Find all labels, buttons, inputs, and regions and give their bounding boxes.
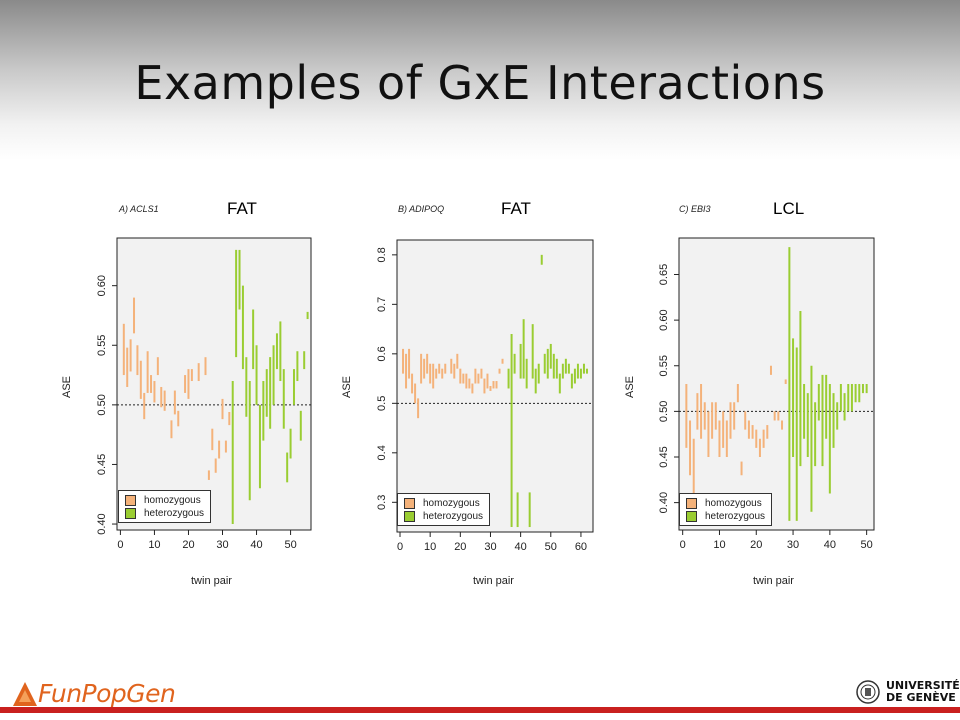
x-tick-label: 20 <box>750 539 762 551</box>
y-axis-label: ASE <box>61 375 73 398</box>
logo-text: FunPopGen <box>38 679 176 708</box>
tissue-label: FAT <box>227 199 257 218</box>
y-tick-label: 0.55 <box>658 355 670 376</box>
x-tick-label: 10 <box>148 539 160 551</box>
y-tick-label: 0.3 <box>376 495 388 510</box>
y-tick-label: 0.60 <box>96 275 108 296</box>
y-tick-label: 0.8 <box>376 247 388 262</box>
swatch-heterozygous <box>404 511 415 522</box>
funpopgen-logo: FunPopGen <box>12 676 176 708</box>
x-tick-label: 30 <box>484 541 496 553</box>
x-tick-label: 60 <box>575 541 587 553</box>
x-tick-label: 30 <box>216 539 228 551</box>
legend: homozygous heterozygous <box>118 490 212 523</box>
x-tick-label: 40 <box>515 541 527 553</box>
y-tick-label: 0.7 <box>376 297 388 312</box>
x-tick-label: 0 <box>680 539 686 551</box>
swatch-homozygous <box>404 498 415 509</box>
y-tick-label: 0.65 <box>658 264 670 285</box>
x-tick-label: 10 <box>713 539 725 551</box>
y-tick-label: 0.4 <box>376 445 388 460</box>
chart-ebi3: 0 10 20 30 40 50 0.40 0.45 0.50 0.55 0.60 0.65 <box>658 237 875 551</box>
legend-label: homozygous <box>144 495 201 506</box>
chart-panel-acls1: 0 10 20 30 40 50 0.40 0.45 0.50 0.55 0.60 A) ACLS1… <box>55 190 341 600</box>
y-tick-label: 0.55 <box>96 335 108 356</box>
y-tick-label: 0.5 <box>376 396 388 411</box>
x-tick-label: 50 <box>861 539 873 551</box>
legend-label: heterozygous <box>705 511 766 522</box>
university-line-1: UNIVERSITÉ <box>886 679 960 692</box>
plot-area <box>396 239 594 533</box>
swatch-homozygous <box>125 495 136 506</box>
swatch-heterozygous <box>686 511 697 522</box>
x-tick-label: 0 <box>117 539 123 551</box>
plot-area <box>116 237 312 531</box>
legend-item-homozygous: homozygous <box>404 497 483 510</box>
x-axis-label: twin pair <box>191 575 232 587</box>
y-tick-label: 0.45 <box>96 454 108 475</box>
chart-tag: C) EBI3 <box>679 204 711 214</box>
legend-item-heterozygous: heterozygous <box>686 510 765 523</box>
y-tick-label: 0.6 <box>376 346 388 361</box>
university-name: UNIVERSITÉ DE GENÈVE <box>886 680 960 704</box>
x-tick-label: 40 <box>824 539 836 551</box>
y-axis-label: ASE <box>624 375 636 398</box>
y-tick-label: 0.50 <box>658 401 670 422</box>
legend-label: heterozygous <box>423 511 484 522</box>
legend-label: heterozygous <box>144 508 205 519</box>
legend: homozygous heterozygous <box>397 493 491 526</box>
tissue-label: LCL <box>773 199 805 218</box>
chart-panel-adipoq: 0 10 20 30 40 50 60 0.3 0.4 0.5 0.6 0.7 0.8 B) ADIPO… <box>337 190 623 600</box>
chart-tag: B) ADIPOQ <box>398 204 445 214</box>
y-axis-label: ASE <box>341 375 353 398</box>
legend-item-homozygous: homozygous <box>686 497 765 510</box>
legend-label: homozygous <box>423 498 480 509</box>
x-axis-label: twin pair <box>753 575 794 587</box>
tissue-label: FAT <box>501 199 531 218</box>
plot-area <box>678 237 875 531</box>
chart-adipoq: 0 10 20 30 40 50 60 0.3 0.4 0.5 0.6 0.7 0.8 <box>376 239 594 553</box>
x-tick-label: 50 <box>545 541 557 553</box>
y-tick-label: 0.45 <box>658 446 670 467</box>
unige-logo: UNIVERSITÉ DE GENÈVE <box>856 680 960 704</box>
legend: homozygous heterozygous <box>679 493 773 526</box>
y-tick-label: 0.40 <box>658 492 670 513</box>
legend-item-homozygous: homozygous <box>125 494 204 507</box>
y-tick-label: 0.50 <box>96 394 108 415</box>
swatch-homozygous <box>686 498 697 509</box>
university-line-2: DE GENÈVE <box>886 691 956 704</box>
x-tick-label: 20 <box>182 539 194 551</box>
legend-item-heterozygous: heterozygous <box>125 507 204 520</box>
slide-title: Examples of GxE Interactions <box>134 56 826 110</box>
chart-acls1: 0 10 20 30 40 50 0.40 0.45 0.50 0.55 0.60 <box>96 237 312 551</box>
x-tick-label: 20 <box>454 541 466 553</box>
y-tick-label: 0.60 <box>658 309 670 330</box>
seal-icon <box>856 680 880 704</box>
x-tick-label: 10 <box>424 541 436 553</box>
swatch-heterozygous <box>125 508 136 519</box>
x-axis-label: twin pair <box>473 575 514 587</box>
footer-rule <box>0 707 960 713</box>
y-tick-label: 0.40 <box>96 513 108 534</box>
x-tick-label: 0 <box>397 541 403 553</box>
logo-triangle-icon <box>13 682 37 706</box>
x-tick-label: 50 <box>284 539 296 551</box>
legend-label: homozygous <box>705 498 762 509</box>
chart-tag: A) ACLS1 <box>119 204 159 214</box>
chart-panel-ebi3: 0 10 20 30 40 50 0.40 0.45 0.50 0.55 0.60 0.65 C) E… <box>619 190 905 600</box>
legend-item-heterozygous: heterozygous <box>404 510 483 523</box>
x-tick-label: 40 <box>250 539 262 551</box>
x-tick-label: 30 <box>787 539 799 551</box>
